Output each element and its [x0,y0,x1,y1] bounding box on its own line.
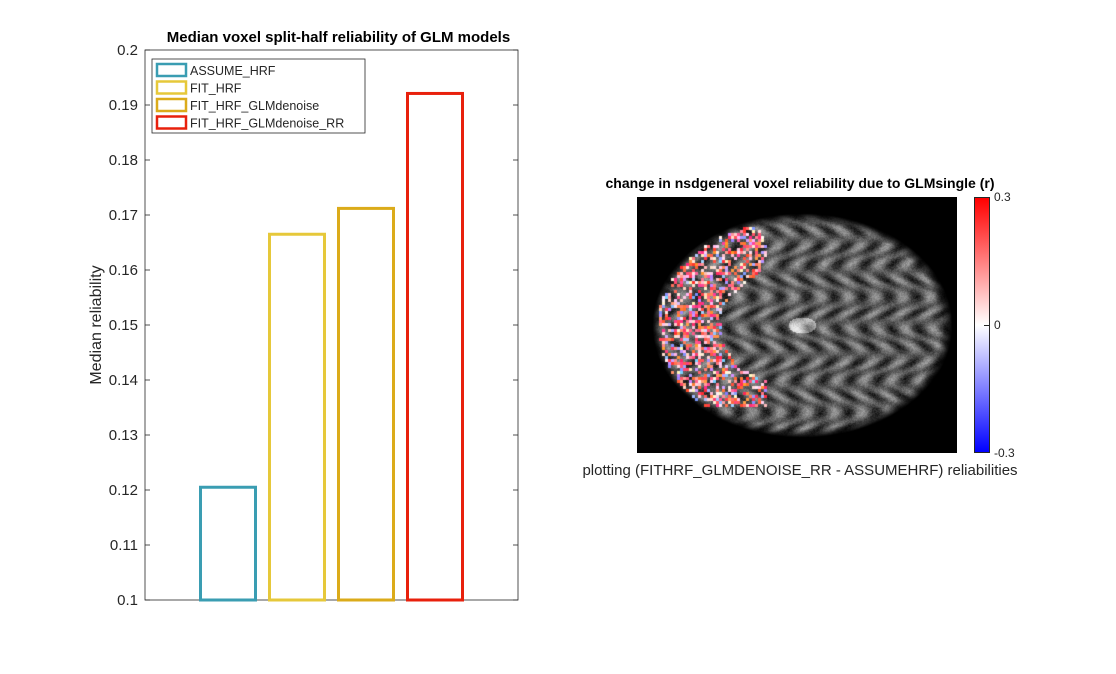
colorbar-tickmark [984,325,990,326]
y-tick-label: 0.12 [109,482,138,499]
y-tick-label: 0.16 [109,262,138,279]
legend-label: FIT_HRF_GLMdenoise [190,99,319,113]
colorbar-tick-label: 0 [994,318,1001,332]
legend-swatch [155,97,188,113]
legend-label: FIT_HRF_GLMdenoise_RR [190,117,344,131]
y-tick-label: 0.18 [109,152,138,169]
y-axis-label: Median reliability [88,265,105,384]
bar [337,206,395,602]
y-tick-label: 0.14 [109,372,138,389]
heatmap-title: change in nsdgeneral voxel reliability d… [605,175,995,191]
legend-swatch [155,80,188,95]
colorbar: 0.3 0 -0.3 [974,190,1015,460]
legend-box [151,58,366,134]
plot-area [144,49,519,601]
y-tick-label: 0.1 [117,592,138,609]
y-tick-label: 0.11 [110,537,138,554]
bar [406,91,464,602]
colorbar-tickmark [984,197,990,198]
chart-title: Median voxel split-half reliability of G… [167,29,510,46]
colorbar-tick-label: -0.3 [994,446,1015,460]
y-tick-label: 0.15 [109,317,138,334]
y-tick-label: 0.13 [109,427,138,444]
bar-chart: 0.1 0.11 0.12 0.13 0.14 0.15 0.16 0.17 0.18 0.19 0… [88,29,519,609]
legend-label: FIT_HRF [190,82,242,96]
bar [268,232,326,602]
legend-label: ASSUME_HRF [190,64,276,78]
legend-swatch [155,115,188,130]
colorbar-tick-label: 0.3 [994,190,1011,204]
legend-swatch [155,62,188,78]
bar [199,485,257,602]
y-tick-label: 0.2 [117,42,138,59]
colorbar-tickmark [984,452,990,453]
y-tick-label: 0.17 [109,207,138,224]
brain-slice-image [637,197,957,453]
heatmap-xlabel: plotting (FITHRF_GLMDENOISE_RR - ASSUMEH… [582,462,1018,479]
y-tick-label: 0.19 [109,97,138,114]
